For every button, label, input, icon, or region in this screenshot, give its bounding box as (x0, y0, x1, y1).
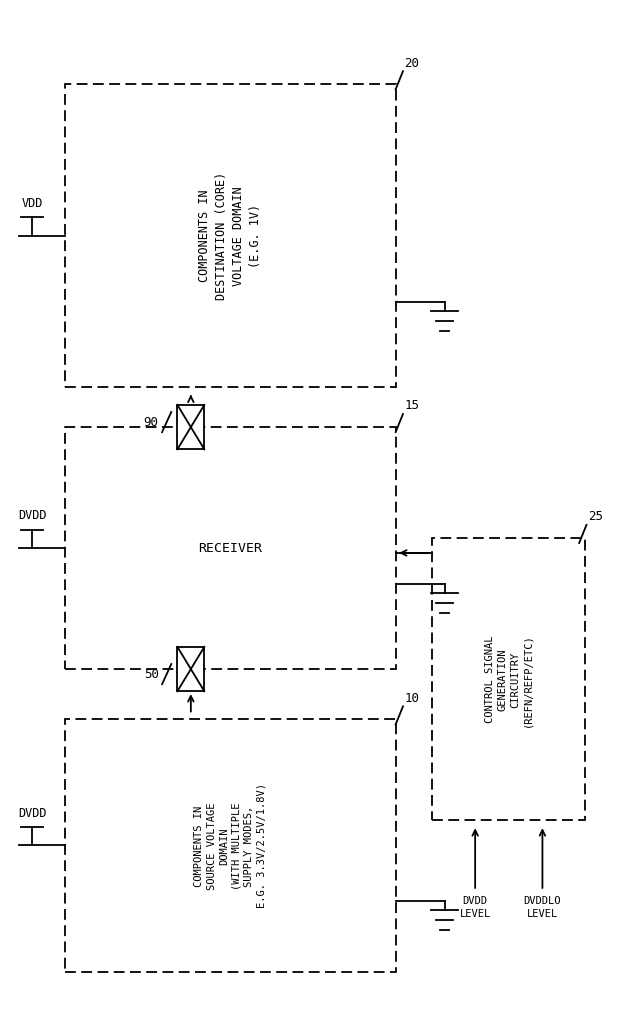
Text: DVDD
LEVEL: DVDD LEVEL (459, 896, 491, 918)
Text: DVDDLO
LEVEL: DVDDLO LEVEL (524, 896, 561, 918)
Bar (65, 428, 396, 670)
Text: COMPONENTS IN
SOURCE VOLTAGE
DOMAIN
(WITH MULTIPLE
SUPPLY MODES,
E.G. 3.3V/2.5V/: COMPONENTS IN SOURCE VOLTAGE DOMAIN (WIT… (195, 783, 267, 908)
Text: VDD: VDD (22, 197, 43, 209)
Text: COMPONENTS IN
DESTINATION (CORE)
VOLTAGE DOMAIN
(E.G. 1V): COMPONENTS IN DESTINATION (CORE) VOLTAGE… (198, 172, 262, 300)
Text: CONTROL SIGNAL
GENERATION
CIRCUITRY
(REFN/REFP/ETC): CONTROL SIGNAL GENERATION CIRCUITRY (REF… (485, 632, 533, 726)
Text: 50: 50 (144, 668, 159, 681)
Bar (177, 405, 205, 449)
Bar (65, 719, 396, 971)
Text: 10: 10 (404, 692, 419, 704)
Bar (177, 647, 205, 692)
Bar (432, 538, 585, 820)
Text: DVDD: DVDD (18, 807, 46, 819)
Text: DVDD: DVDD (18, 509, 46, 522)
Text: 15: 15 (404, 399, 419, 412)
Text: 20: 20 (404, 57, 419, 70)
Bar (65, 84, 396, 387)
Text: 25: 25 (588, 510, 603, 523)
Text: RECEIVER: RECEIVER (198, 542, 262, 555)
Text: 90: 90 (144, 416, 159, 429)
